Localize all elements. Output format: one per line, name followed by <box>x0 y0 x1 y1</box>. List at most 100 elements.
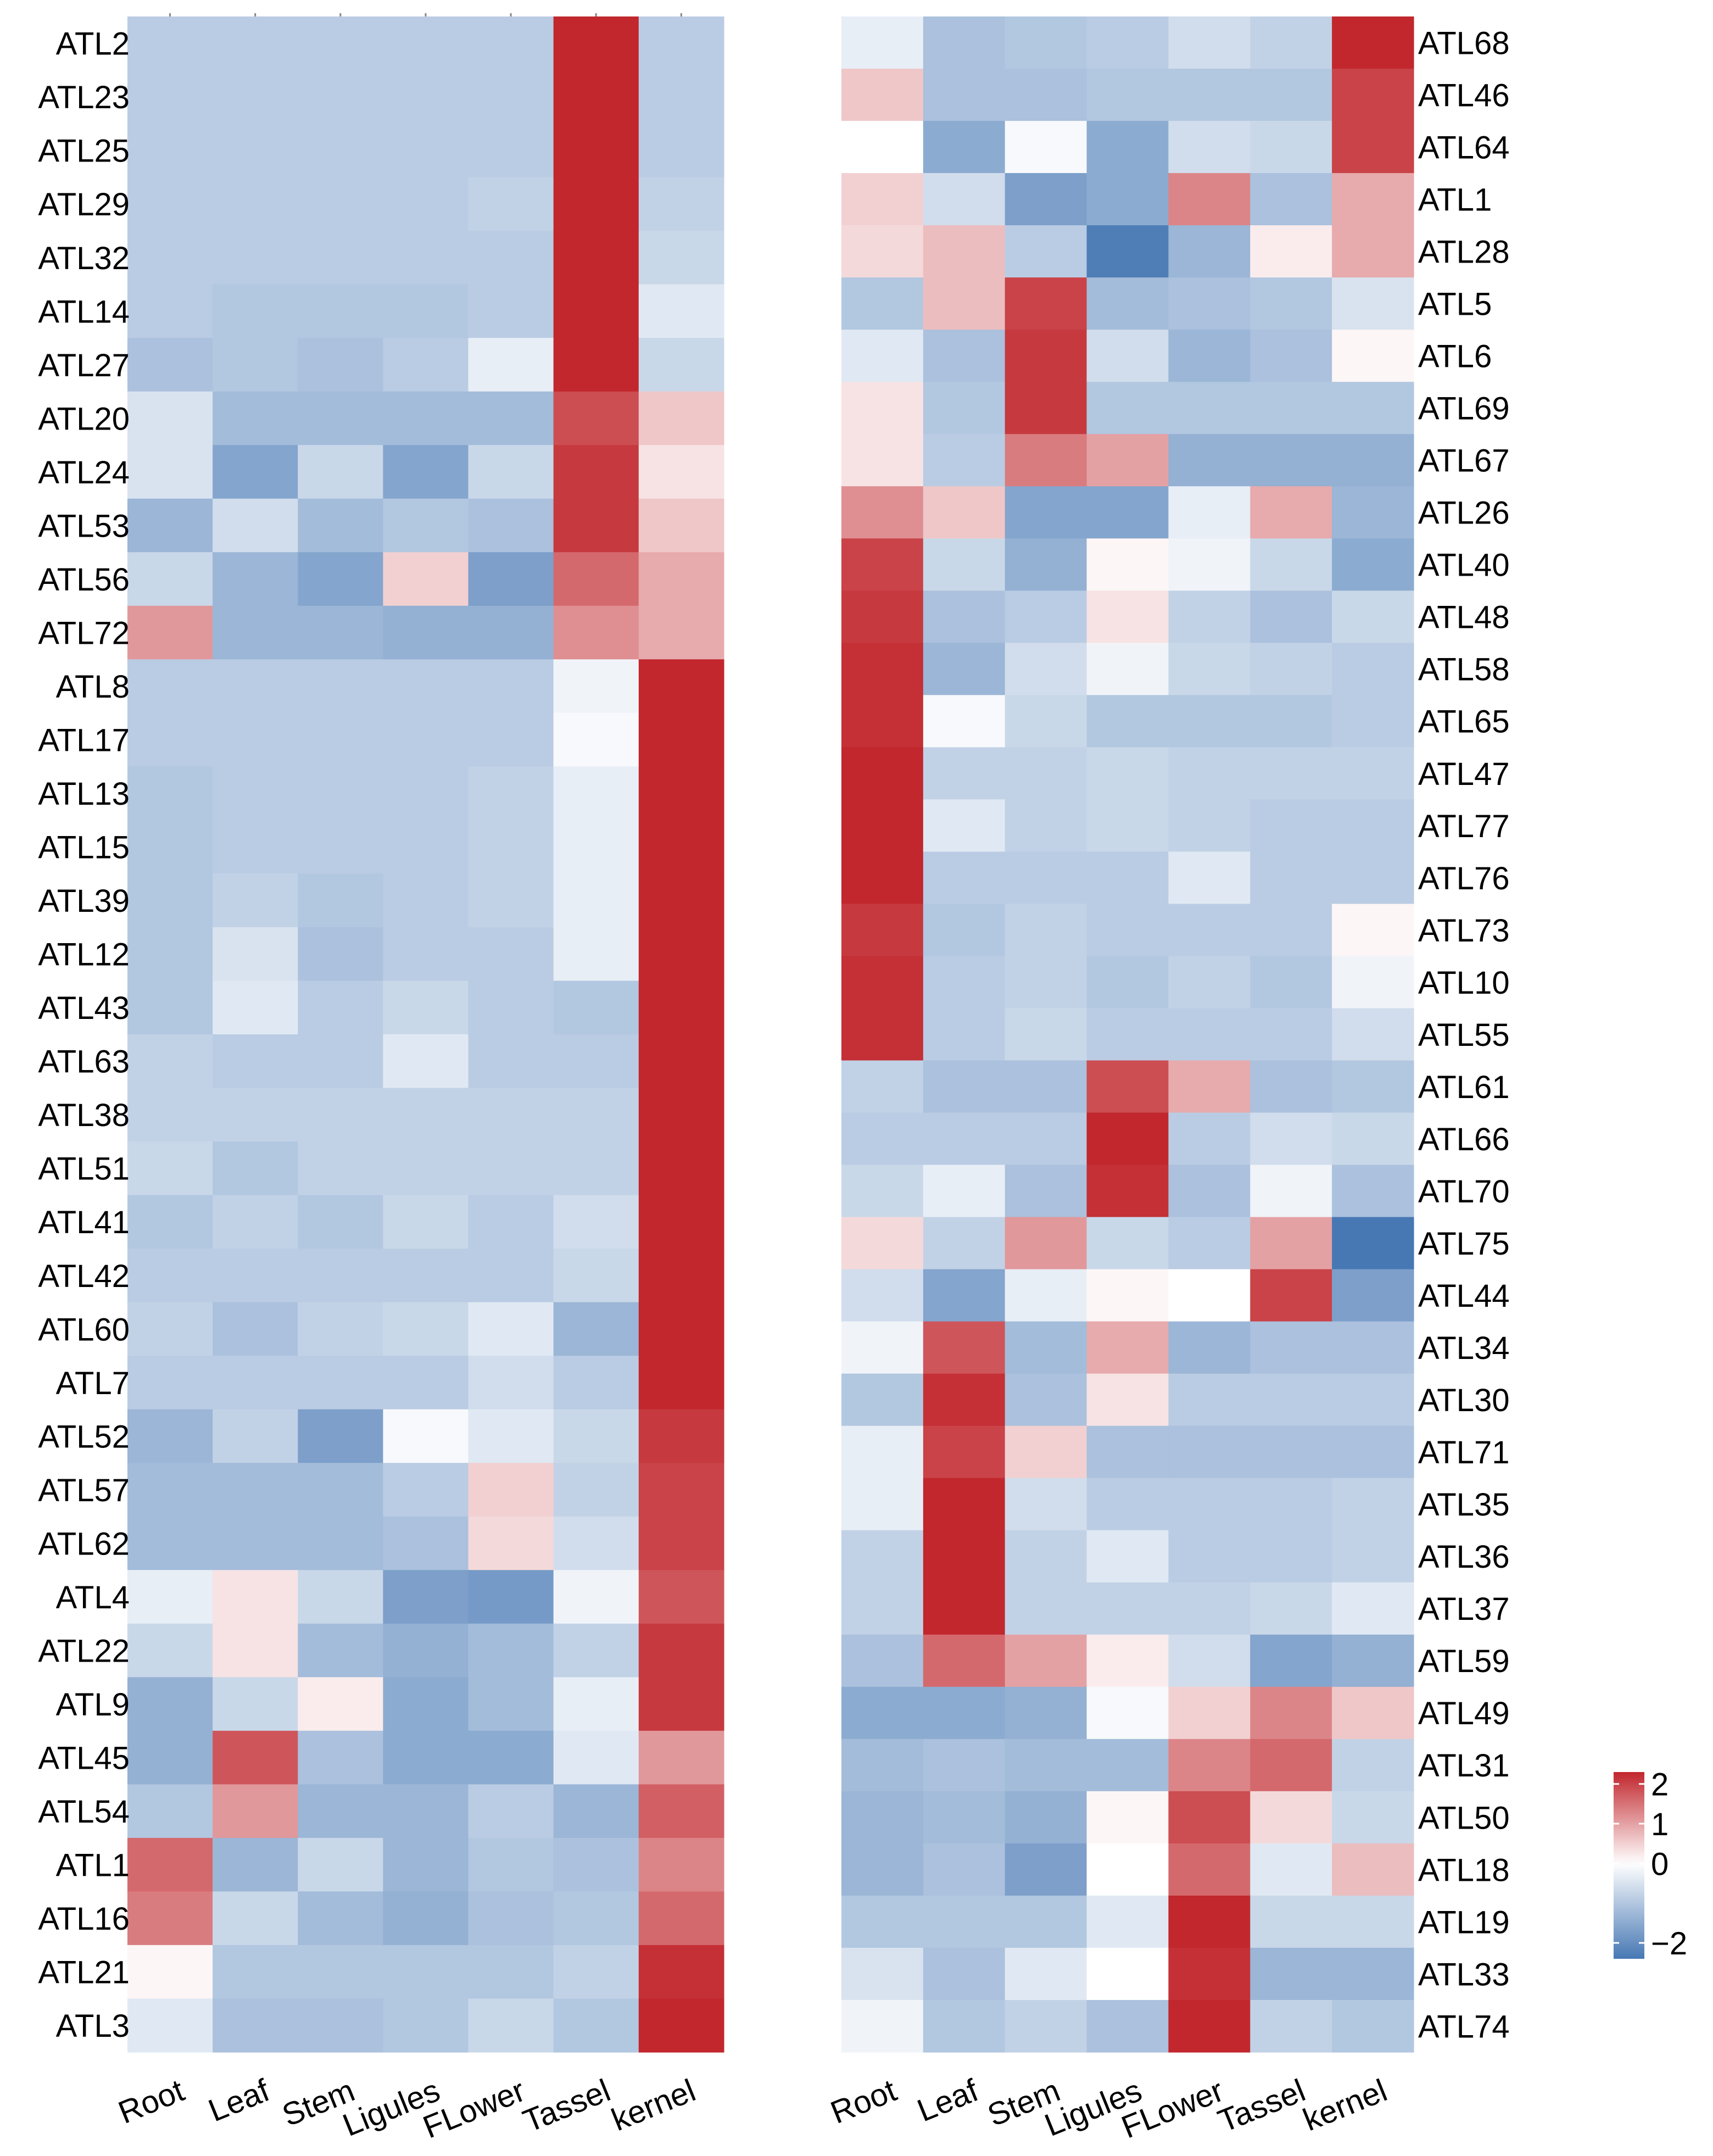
heatmap-cell <box>1332 851 1414 905</box>
heatmap-cell <box>1086 1008 1169 1061</box>
heatmap-cell <box>1332 1895 1414 1948</box>
heatmap-cell <box>638 766 724 821</box>
heatmap-cell <box>1005 1112 1087 1166</box>
heatmap-cell <box>1168 1634 1251 1687</box>
heatmap-cell <box>553 16 639 71</box>
heatmap-cell <box>638 1891 724 1946</box>
heatmap-cell <box>213 980 298 1035</box>
heatmap-cell <box>841 1425 924 1479</box>
heatmap-cell <box>127 1249 213 1303</box>
heatmap-cell <box>383 1141 469 1196</box>
heatmap-cell <box>553 712 639 767</box>
column-label: Tassel <box>518 2073 615 2140</box>
heatmap-cell <box>553 124 639 178</box>
row-label: ATL75 <box>1418 1226 1510 1262</box>
heatmap-cell <box>298 1891 384 1946</box>
row-label: ATL14 <box>38 294 130 330</box>
heatmap-cell <box>1250 1269 1332 1322</box>
row-label: ATL50 <box>1418 1800 1510 1836</box>
heatmap-cell <box>1005 16 1087 69</box>
heatmap-cell <box>841 121 924 174</box>
heatmap-cell <box>1086 1321 1169 1374</box>
heatmap-cell <box>1168 1686 1251 1740</box>
heatmap-cell <box>841 1373 924 1427</box>
heatmap-cell <box>383 927 469 982</box>
heatmap-cell <box>468 927 554 982</box>
heatmap-cell <box>841 1843 924 1896</box>
heatmap-cell <box>841 643 924 695</box>
heatmap-cell <box>1168 590 1251 643</box>
heatmap-cell <box>1086 1843 1169 1896</box>
heatmap-cell <box>1168 904 1251 957</box>
heatmap-cell <box>1332 486 1414 539</box>
heatmap-cell <box>553 552 639 606</box>
heatmap-cell <box>1250 538 1332 591</box>
heatmap-cell <box>1332 1686 1414 1740</box>
heatmap-cell <box>468 1730 554 1785</box>
heatmap-cell <box>923 538 1006 591</box>
row-label: ATL39 <box>38 883 130 919</box>
legend-tick-label: 1 <box>1651 1807 1669 1842</box>
heatmap-cell <box>841 1165 924 1218</box>
heatmap-cell <box>1250 1843 1332 1896</box>
heatmap-cell <box>298 1249 384 1303</box>
heatmap-cell <box>1086 1582 1169 1635</box>
heatmap-cell <box>1250 1791 1332 1844</box>
heatmap-cell <box>1332 956 1414 1009</box>
heatmap-cell <box>383 605 469 660</box>
heatmap-cell <box>213 820 298 874</box>
heatmap-cell <box>923 69 1006 121</box>
heatmap-cell <box>383 1998 469 2053</box>
heatmap-cell <box>638 177 724 231</box>
heatmap-cell <box>213 1623 298 1678</box>
heatmap-cell <box>383 338 469 392</box>
heatmap-cell <box>1168 382 1251 434</box>
heatmap-cell <box>127 1891 213 1946</box>
row-label: ATL36 <box>1418 1539 1510 1575</box>
heatmap-cell <box>1005 799 1087 853</box>
row-label: ATL13 <box>38 776 130 812</box>
heatmap-cell <box>468 231 554 285</box>
heatmap-cell <box>553 873 639 928</box>
heatmap-cell <box>383 177 469 231</box>
row-label: ATL16 <box>38 1901 130 1937</box>
heatmap-cell <box>1005 1373 1087 1427</box>
heatmap-cell <box>1005 1999 1087 2053</box>
heatmap-cell <box>638 712 724 767</box>
heatmap-cell <box>553 1784 639 1839</box>
heatmap-cell <box>638 1249 724 1303</box>
heatmap-cell <box>1332 1112 1414 1166</box>
heatmap-cell <box>468 1623 554 1678</box>
heatmap-cell <box>1332 330 1414 382</box>
heatmap-cell <box>383 1356 469 1410</box>
heatmap-cell <box>1168 643 1251 695</box>
heatmap-cell <box>638 1677 724 1731</box>
heatmap-cell <box>1250 382 1332 434</box>
heatmap-cell <box>1086 1791 1169 1844</box>
heatmap-cell <box>638 498 724 553</box>
heatmap-cell <box>1332 590 1414 643</box>
heatmap-cell <box>468 70 554 124</box>
row-label: ATL23 <box>38 80 130 115</box>
heatmap-cell <box>298 177 384 231</box>
heatmap-cell <box>1086 225 1169 278</box>
row-label: ATL70 <box>1418 1174 1510 1210</box>
heatmap-cell <box>1005 1947 1087 2001</box>
heatmap-cell <box>1086 1634 1169 1687</box>
heatmap-cell <box>1005 121 1087 174</box>
row-label: ATL43 <box>38 990 130 1026</box>
heatmap-cell <box>383 1677 469 1731</box>
heatmap-cell <box>1168 225 1251 278</box>
legend-color-bar <box>1614 1772 1644 1959</box>
heatmap-cell <box>1086 330 1169 382</box>
heatmap-cell <box>1250 1112 1332 1166</box>
heatmap-cell <box>213 1302 298 1356</box>
heatmap-cell <box>638 1784 724 1839</box>
heatmap-cell <box>1005 277 1087 330</box>
column-label: Root <box>825 2073 901 2131</box>
heatmap-cell <box>383 1784 469 1839</box>
heatmap-cell <box>923 1321 1006 1374</box>
heatmap-cell <box>841 277 924 330</box>
heatmap-cell <box>298 284 384 338</box>
heatmap-cell <box>1332 434 1414 487</box>
